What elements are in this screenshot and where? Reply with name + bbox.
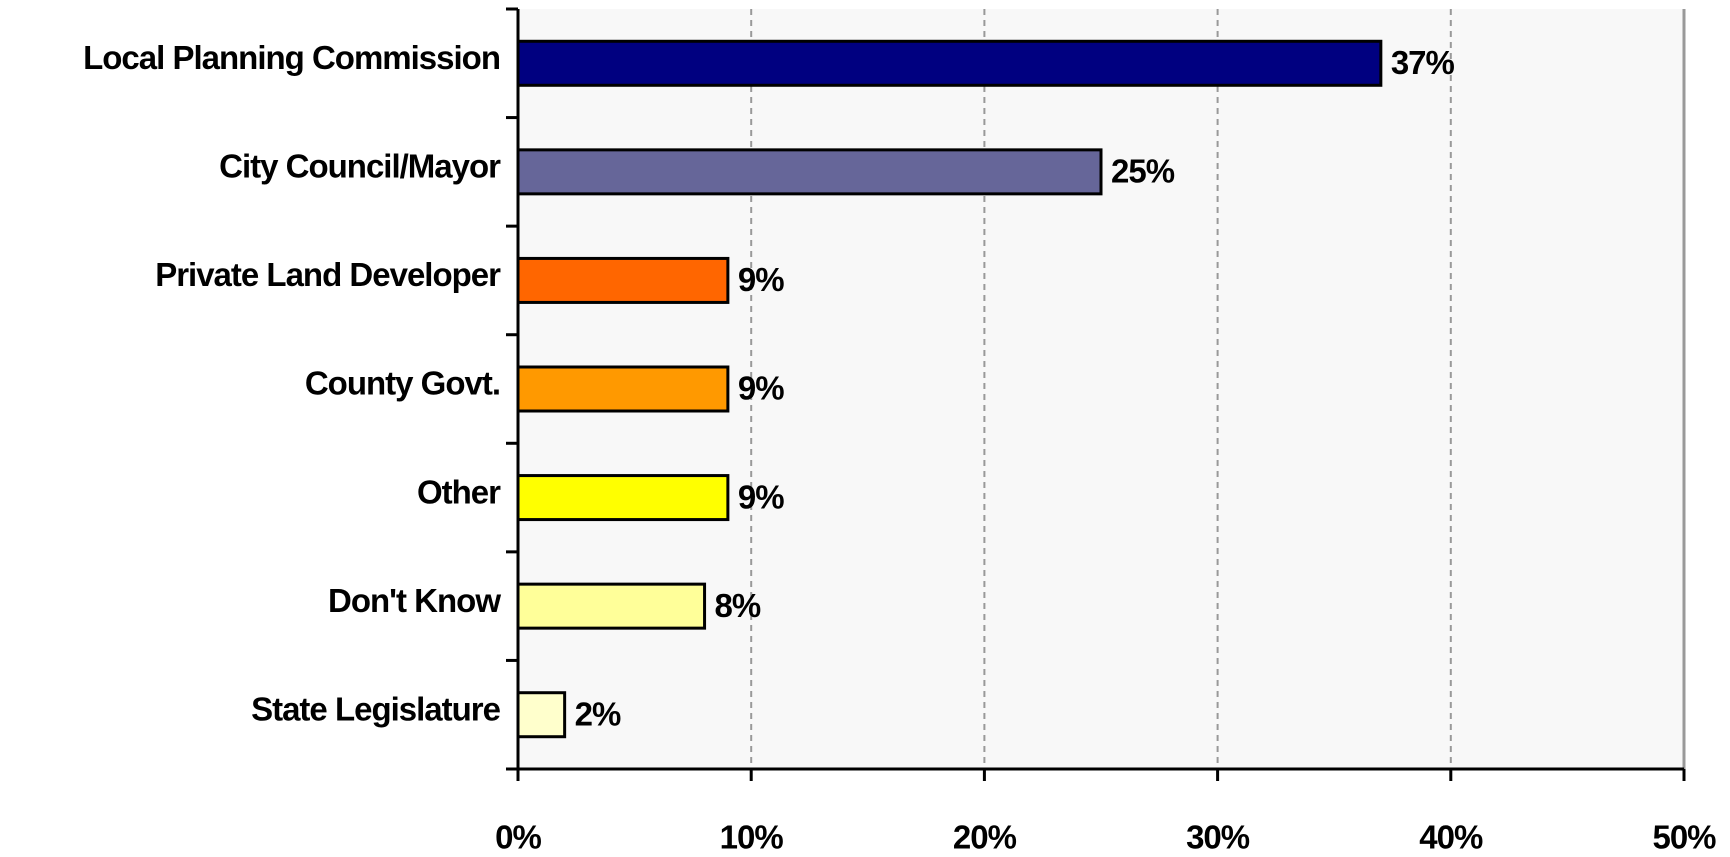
bar — [516, 582, 707, 630]
value-label: 8% — [715, 587, 761, 624]
bar — [516, 148, 1103, 196]
value-label: 25% — [1111, 153, 1175, 190]
x-tick-label: 40% — [1419, 819, 1483, 856]
value-label: 9% — [738, 370, 784, 407]
y-tick-label: City Council/Mayor — [219, 148, 501, 185]
y-tick-label: Other — [417, 473, 501, 510]
value-label: 2% — [575, 695, 621, 732]
y-tick-label: Local Planning Commission — [83, 39, 500, 76]
value-label: 9% — [738, 478, 784, 515]
x-tick-label: 20% — [953, 819, 1017, 856]
x-tick-label: 0% — [495, 819, 541, 856]
bar — [516, 256, 730, 304]
y-tick-label: Private Land Developer — [155, 256, 501, 293]
y-tick-label: County Govt. — [305, 365, 500, 402]
value-label: 9% — [738, 261, 784, 298]
bar — [516, 691, 567, 739]
bar — [516, 365, 730, 413]
value-label: 37% — [1391, 44, 1455, 81]
bar — [516, 474, 730, 522]
y-tick-label: Don't Know — [328, 582, 501, 619]
x-tick-label: 50% — [1652, 819, 1716, 856]
bar — [516, 39, 1383, 87]
x-tick-label: 10% — [720, 819, 784, 856]
x-tick-label: 30% — [1186, 819, 1250, 856]
y-tick-label: State Legislature — [251, 690, 501, 727]
